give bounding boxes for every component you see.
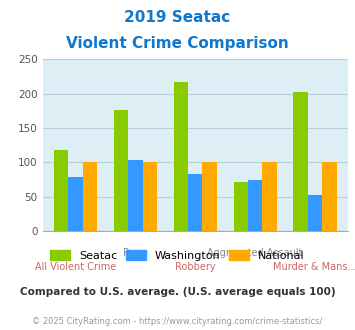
Bar [128,160,143,231]
Bar [188,174,202,231]
Text: Murder & Mans...: Murder & Mans... [273,262,355,272]
Text: Violent Crime Comparison: Violent Crime Comparison [66,36,289,51]
Bar [114,110,128,231]
Text: © 2025 CityRating.com - https://www.cityrating.com/crime-statistics/: © 2025 CityRating.com - https://www.city… [32,317,323,326]
Text: Rape: Rape [123,248,148,258]
Bar [262,162,277,231]
Text: Compared to U.S. average. (U.S. average equals 100): Compared to U.S. average. (U.S. average … [20,287,335,297]
Bar [143,162,157,231]
Bar [234,182,248,231]
Legend: Seatac, Washington, National: Seatac, Washington, National [50,250,305,260]
Bar [322,162,337,231]
Bar [83,162,97,231]
Bar [69,178,83,231]
Bar [202,162,217,231]
Bar [54,150,69,231]
Text: 2019 Seatac: 2019 Seatac [124,10,231,25]
Text: All Violent Crime: All Violent Crime [35,262,116,272]
Text: Aggravated Assault: Aggravated Assault [207,248,303,258]
Bar [294,92,308,231]
Bar [308,195,322,231]
Bar [174,82,188,231]
Bar [248,180,262,231]
Text: Robbery: Robbery [175,262,215,272]
